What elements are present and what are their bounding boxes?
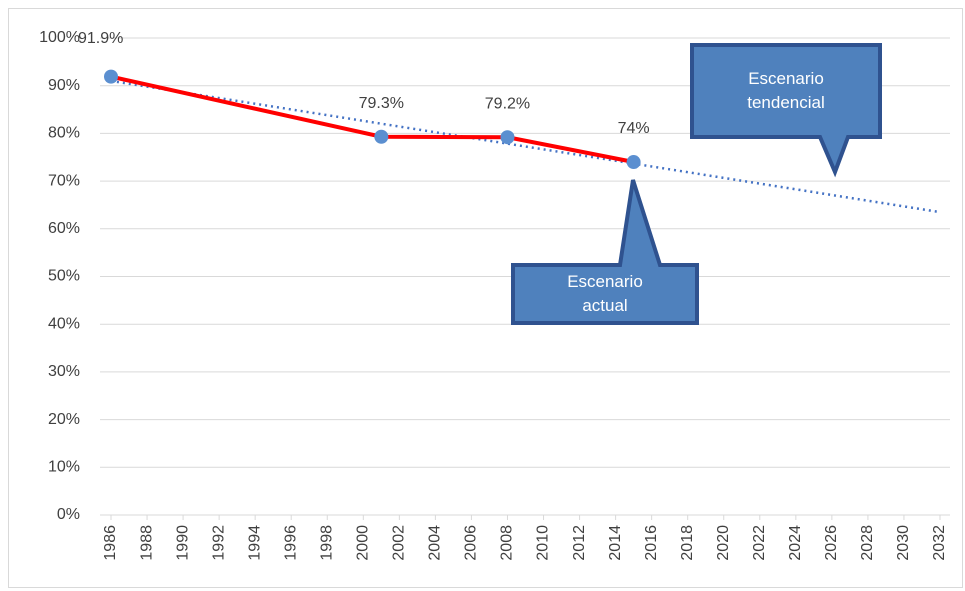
data-point	[626, 155, 641, 170]
y-tick-label: 100%	[39, 29, 80, 46]
x-tick-label: 2006	[463, 525, 480, 561]
y-tick-label: 50%	[48, 268, 80, 285]
y-tick-label: 0%	[57, 506, 80, 523]
x-tick-label: 1986	[102, 525, 119, 561]
x-tick-label: 1990	[174, 525, 191, 561]
x-tick-label: 2030	[895, 525, 912, 561]
x-tick-label: 2016	[643, 525, 660, 561]
callout-text: Escenario actual	[567, 272, 643, 315]
data-point	[104, 69, 118, 84]
y-tick-label: 60%	[48, 220, 80, 237]
x-tick-label: 1992	[210, 525, 227, 561]
data-line	[110, 74, 635, 164]
x-tick-label: 2024	[787, 525, 804, 561]
x-tick-label: 1994	[246, 525, 263, 561]
x-tick-label: 1998	[318, 525, 335, 561]
x-tick-label: 2000	[355, 525, 372, 561]
trend-line	[110, 79, 941, 214]
y-tick-label: 40%	[48, 315, 80, 332]
x-tick-label: 2018	[679, 525, 696, 561]
callout-shape	[690, 43, 882, 178]
y-tick-label: 20%	[48, 411, 80, 428]
data-point	[500, 130, 515, 145]
y-tick-label: 10%	[48, 459, 80, 476]
x-tick-label: 2010	[535, 525, 552, 561]
callout-text: Escenario tendencial	[747, 69, 825, 112]
data-label: 74%	[618, 120, 650, 137]
x-tick-label: 2026	[823, 525, 840, 561]
x-tick-label: 2028	[859, 525, 876, 561]
x-tick-label: 2004	[427, 525, 444, 561]
x-tick-label: 2008	[499, 525, 516, 561]
y-tick-label: 70%	[48, 172, 80, 189]
x-tick-label: 2014	[607, 525, 624, 561]
y-tick-label: 90%	[48, 77, 80, 94]
y-tick-label: 30%	[48, 363, 80, 380]
callout-shape	[511, 179, 699, 325]
x-tick-label: 1988	[138, 525, 155, 561]
x-tick-label: 2032	[931, 525, 948, 561]
x-tick-label: 2022	[751, 525, 768, 561]
x-tick-label: 2020	[715, 525, 732, 561]
y-tick-label: 80%	[48, 125, 80, 142]
data-label: 91.9%	[78, 30, 123, 47]
data-label: 79.3%	[359, 95, 404, 112]
data-point	[374, 129, 389, 144]
x-tick-label: 2012	[571, 525, 588, 561]
data-label: 79.2%	[485, 95, 530, 112]
x-tick-label: 2002	[391, 525, 408, 561]
x-tick-label: 1996	[282, 525, 299, 561]
